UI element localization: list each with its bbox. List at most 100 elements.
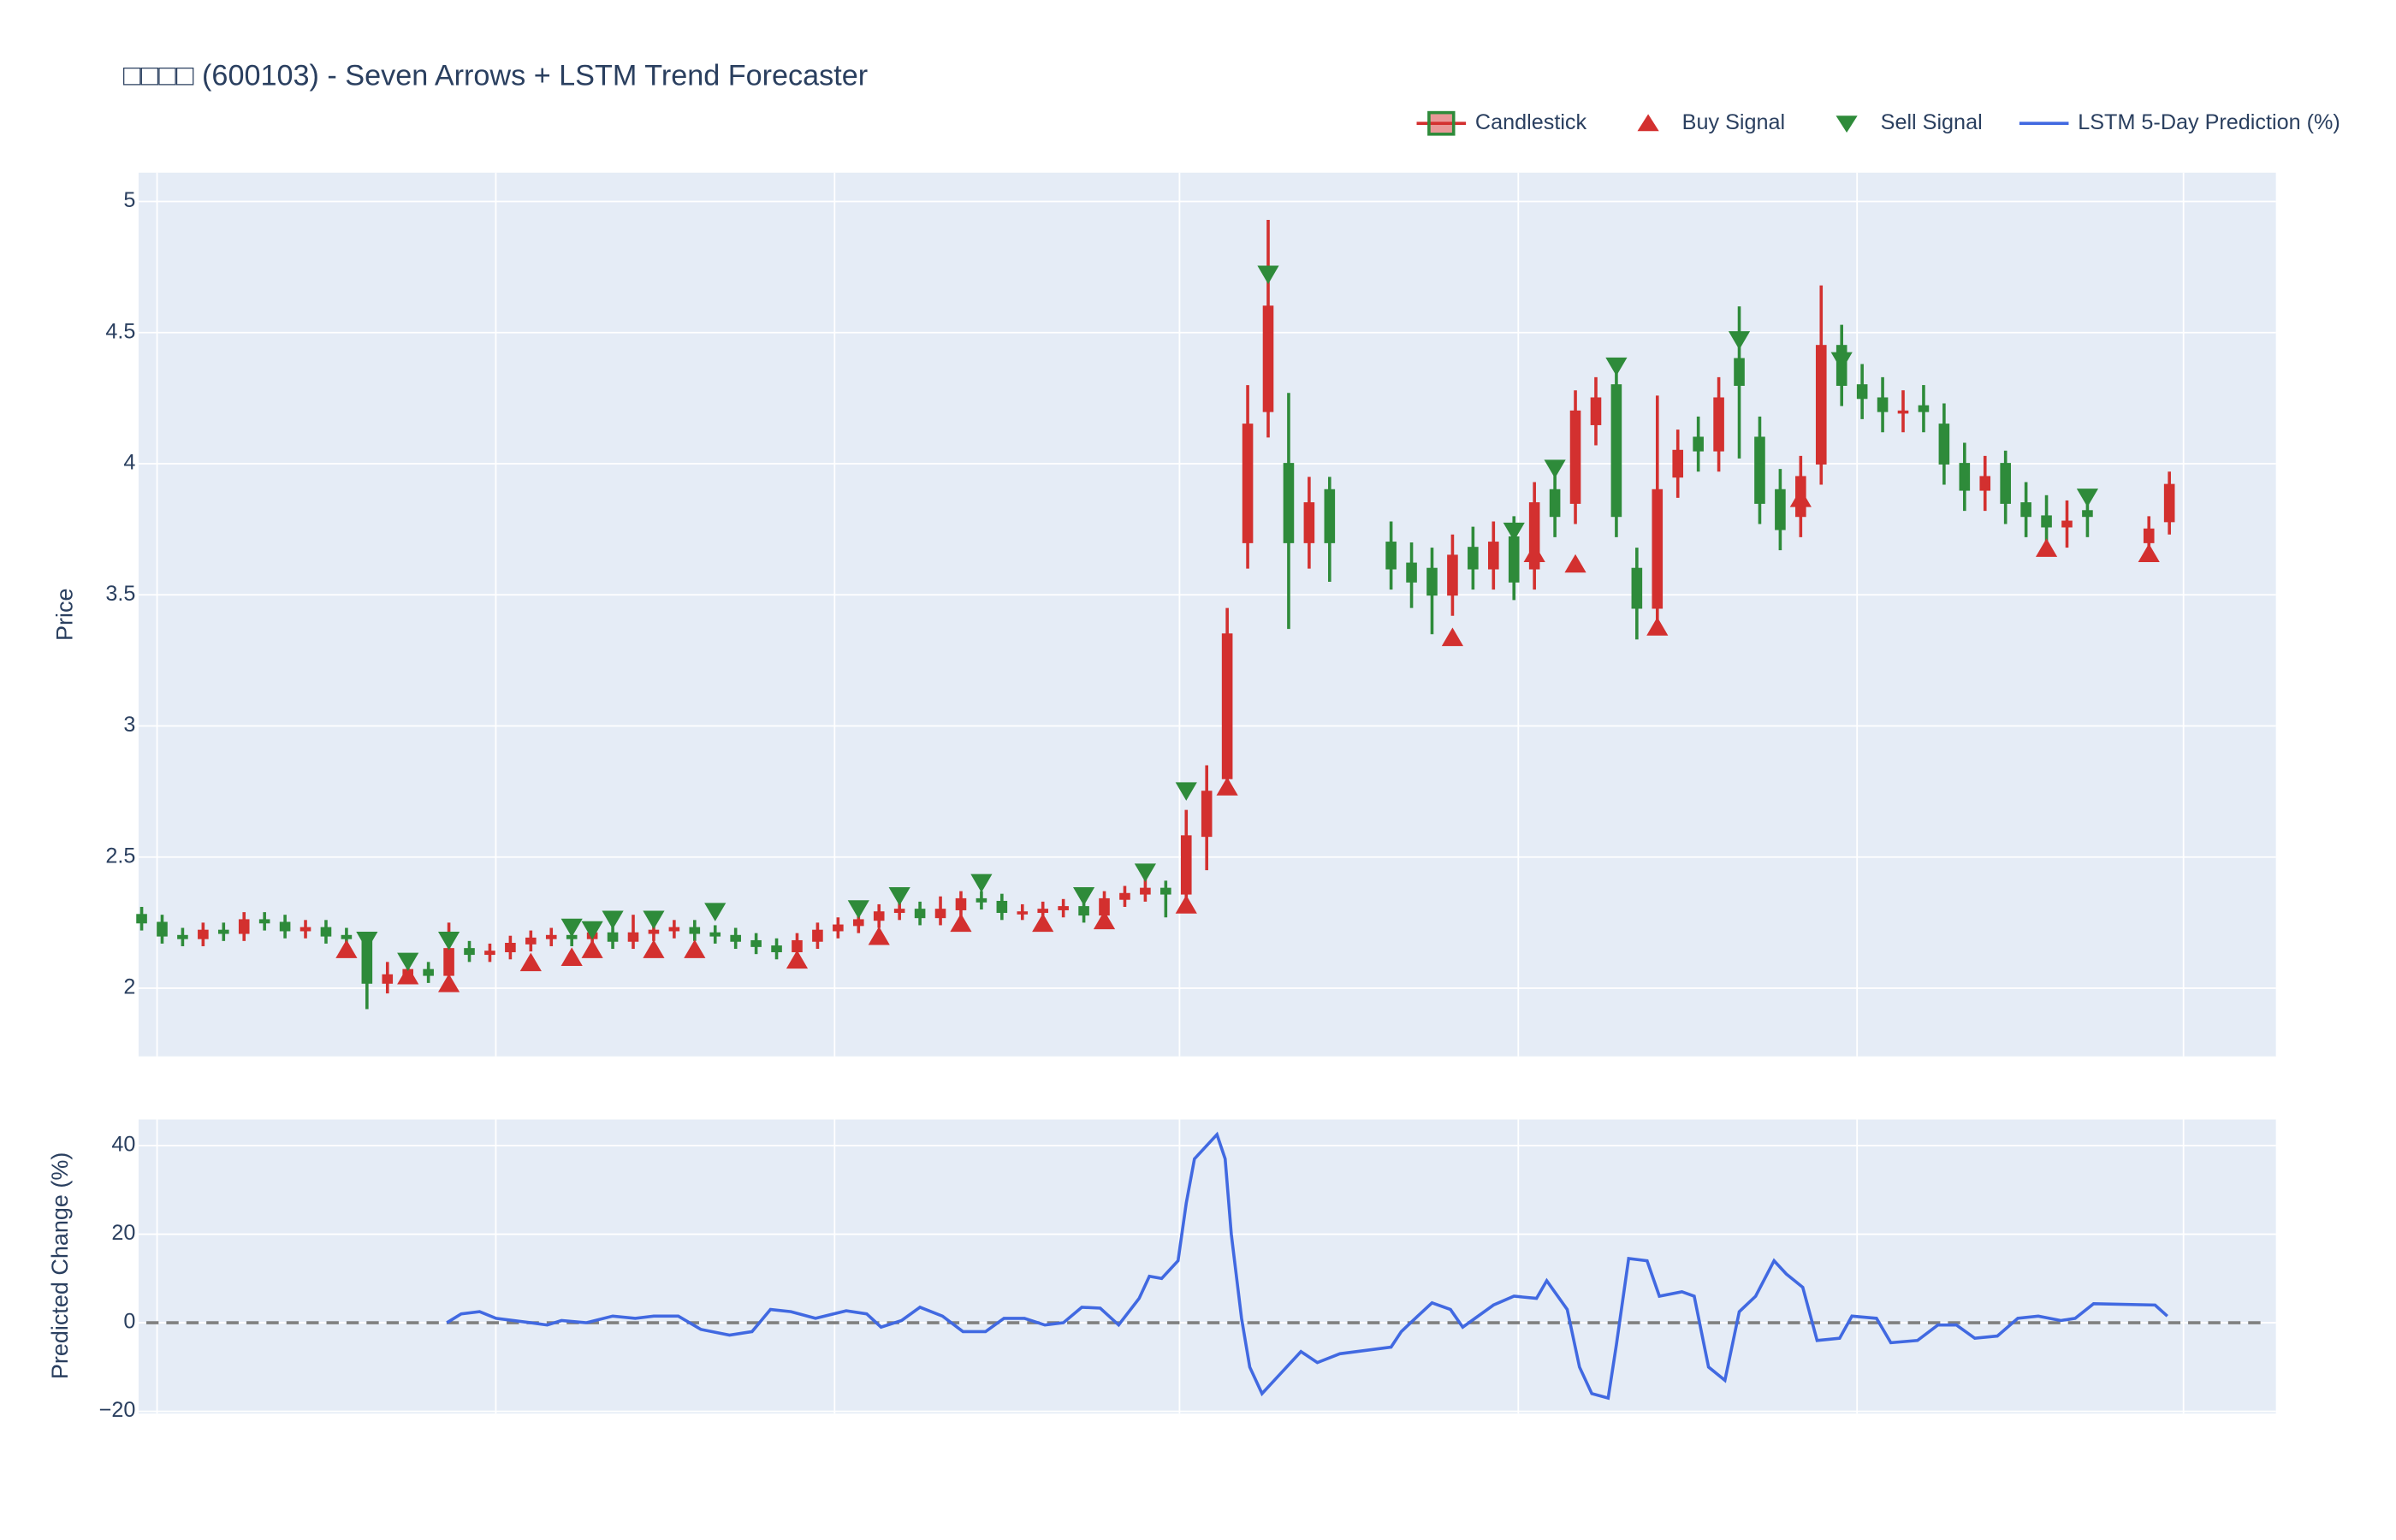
candle-body <box>730 934 741 942</box>
candle-body <box>2061 520 2073 528</box>
candle-body <box>1406 562 1417 583</box>
candle-body <box>1549 489 1561 518</box>
signal-marker <box>684 939 706 958</box>
signal-marker <box>1032 913 1054 933</box>
candle-body <box>1938 424 1950 465</box>
vertical-grid <box>156 172 2185 1414</box>
candle-body <box>607 932 619 942</box>
signal-marker <box>1093 910 1116 930</box>
signal-marker <box>1564 554 1586 573</box>
candle-body <box>1508 536 1520 583</box>
candle-body <box>689 927 701 934</box>
signal-marker <box>602 910 624 930</box>
candle-body <box>1447 554 1458 596</box>
signal-marker <box>560 918 583 938</box>
signal-marker <box>868 926 890 945</box>
y-tick-label: 2 <box>123 975 135 999</box>
signal-marker <box>1175 895 1197 914</box>
candle-body <box>279 921 291 932</box>
candle-body <box>1017 911 1029 915</box>
candle-body <box>2000 463 2011 504</box>
candle-body <box>464 948 475 956</box>
signal-marker <box>397 965 419 985</box>
signal-marker <box>1175 782 1197 801</box>
candle-body <box>1713 397 1724 452</box>
signal-marker <box>1441 627 1464 647</box>
signal-marker <box>1072 886 1095 906</box>
price-plot-area <box>138 172 2276 1057</box>
candle-body <box>996 900 1008 914</box>
candle-body <box>2163 483 2175 523</box>
y-tick-label: 4 <box>123 451 135 475</box>
candle-body <box>484 951 495 956</box>
prediction-plot-area <box>138 1119 2276 1414</box>
candle-body <box>1754 436 1765 504</box>
signal-marker <box>560 947 583 967</box>
candle-body <box>852 919 864 927</box>
candle-body <box>1856 384 1868 400</box>
legend-label: Sell Signal <box>1881 110 1983 134</box>
candle-body <box>1569 410 1581 504</box>
y-tick-label: 4.5 <box>105 319 135 343</box>
candle-body <box>1180 835 1192 895</box>
signal-marker <box>1257 265 1279 285</box>
candle-body <box>1201 791 1213 838</box>
candle-body <box>1979 476 1991 491</box>
candle-body <box>771 945 782 953</box>
candle-body <box>1610 384 1622 518</box>
candle-body <box>2082 510 2093 518</box>
candle-body <box>525 937 537 945</box>
signal-marker <box>581 921 603 940</box>
candle-body <box>934 909 946 919</box>
candle-body <box>792 939 803 953</box>
candle-body <box>627 932 639 942</box>
y-tick-label: 2.5 <box>105 844 135 868</box>
candle-body <box>1734 358 1745 386</box>
candle-body <box>1775 489 1786 530</box>
y-tick-label: 0 <box>123 1310 135 1334</box>
candle-body <box>1590 397 1602 425</box>
candle-body <box>1262 305 1274 412</box>
candle-body <box>1303 502 1315 543</box>
signal-marker <box>847 900 869 919</box>
signal-marker <box>437 932 460 951</box>
signal-marker <box>1216 777 1238 796</box>
candle-body <box>873 911 885 921</box>
candle-body <box>1119 892 1130 900</box>
y-tick-label: 3.5 <box>105 582 135 606</box>
candle-body <box>136 914 147 924</box>
signal-marker <box>2076 489 2099 507</box>
candle-body <box>955 897 967 910</box>
candle-body <box>443 948 454 976</box>
signal-marker <box>704 903 727 921</box>
y-axis-title: Predicted Change (%) <box>47 1152 73 1379</box>
signal-marker <box>950 913 972 933</box>
signal-marker <box>1830 352 1853 371</box>
signal-marker <box>643 910 665 930</box>
candle-body <box>812 929 823 942</box>
signal-marker <box>1134 863 1156 882</box>
candle-body <box>976 897 987 903</box>
y-tick-label: 40 <box>111 1133 135 1157</box>
candle-body <box>2143 528 2155 543</box>
signal-marker <box>335 939 358 958</box>
candle-body <box>833 924 844 932</box>
candle-body <box>1037 909 1049 914</box>
candle-body <box>198 929 209 939</box>
signal-marker <box>397 952 419 972</box>
candle-body <box>1631 567 1643 609</box>
candle-body <box>1283 463 1295 543</box>
candle-body <box>1140 887 1151 895</box>
candle-body <box>300 927 311 932</box>
legend-symbol <box>1836 116 1858 133</box>
candle-body <box>258 919 270 924</box>
candle-body <box>1221 633 1233 779</box>
candle-body <box>914 909 926 919</box>
legend-label: Buy Signal <box>1682 110 1785 134</box>
candle-body <box>1918 405 1930 412</box>
candle-body <box>320 927 332 937</box>
candle-body <box>382 974 394 984</box>
candle-body <box>1242 424 1254 543</box>
